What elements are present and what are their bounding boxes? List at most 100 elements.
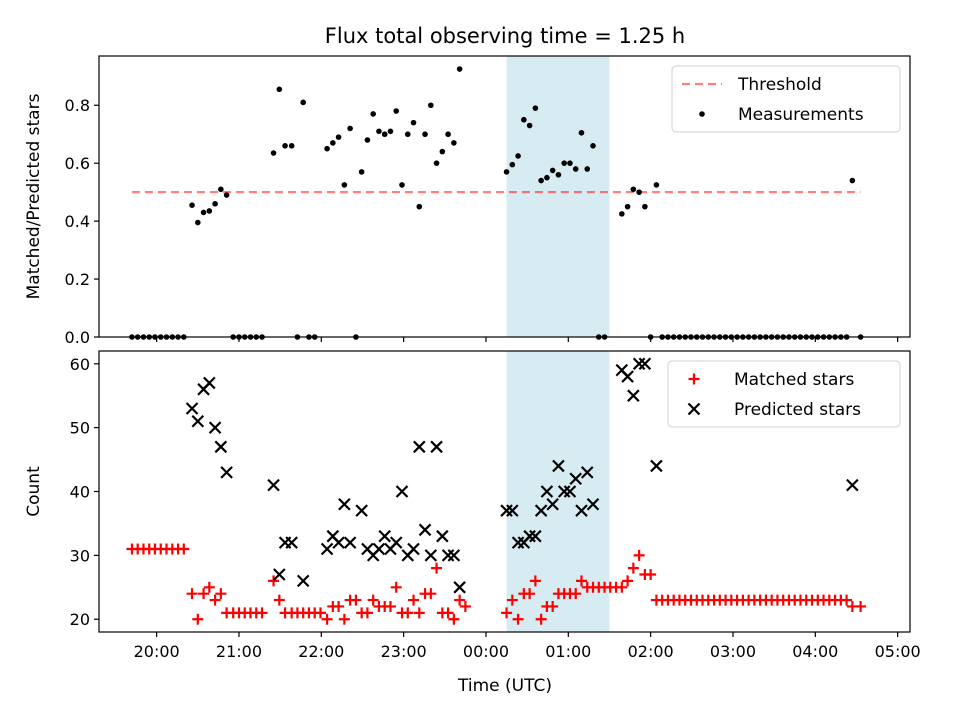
y-tick-label: 20 bbox=[70, 610, 90, 629]
x-tick-label: 23:00 bbox=[381, 642, 427, 661]
data-point bbox=[370, 111, 376, 117]
data-point bbox=[333, 600, 345, 612]
data-point bbox=[555, 171, 562, 178]
data-point bbox=[178, 543, 190, 555]
data-point bbox=[459, 600, 471, 612]
y-tick-label: 30 bbox=[70, 546, 90, 565]
data-point bbox=[408, 594, 420, 606]
data-point bbox=[503, 169, 510, 175]
data-point bbox=[338, 613, 350, 625]
data-point bbox=[393, 108, 400, 114]
data-point bbox=[267, 478, 280, 492]
data-point bbox=[621, 370, 634, 383]
data-point bbox=[428, 102, 434, 109]
x-tick-label: 00:00 bbox=[463, 642, 509, 661]
data-point bbox=[506, 504, 519, 517]
x-tick-label: 21:00 bbox=[216, 642, 262, 661]
data-point bbox=[544, 174, 550, 181]
data-point bbox=[650, 459, 663, 473]
y-tick-label: 40 bbox=[70, 483, 90, 502]
y-tick-label: 50 bbox=[70, 419, 90, 438]
data-point bbox=[506, 594, 518, 606]
data-point bbox=[416, 203, 423, 210]
data-point bbox=[276, 86, 283, 93]
data-point bbox=[324, 145, 330, 152]
data-point bbox=[846, 478, 859, 492]
data-point bbox=[638, 357, 652, 371]
data-point bbox=[215, 588, 227, 600]
data-point bbox=[632, 357, 646, 371]
data-point bbox=[208, 421, 222, 434]
data-point bbox=[200, 209, 207, 216]
legend-label: Measurements bbox=[738, 105, 864, 125]
data-point bbox=[515, 153, 521, 159]
data-point bbox=[192, 613, 204, 625]
legend-box bbox=[667, 360, 901, 428]
data-point bbox=[413, 607, 425, 619]
data-point bbox=[454, 594, 466, 606]
y-tick-label: 0.6 bbox=[65, 154, 90, 173]
data-point bbox=[624, 203, 631, 210]
data-point bbox=[285, 536, 298, 549]
data-point bbox=[586, 497, 600, 511]
data-point bbox=[529, 529, 542, 543]
data-point bbox=[332, 536, 345, 549]
data-point bbox=[535, 613, 547, 625]
y-tick-label: 60 bbox=[70, 355, 90, 374]
data-point bbox=[453, 581, 466, 594]
data-point bbox=[330, 140, 336, 146]
data-point bbox=[633, 549, 645, 561]
data-point bbox=[381, 131, 388, 138]
data-point bbox=[546, 497, 559, 511]
x-tick-label: 22:00 bbox=[298, 642, 344, 661]
data-point bbox=[288, 143, 295, 149]
x-tick-label: 03:00 bbox=[710, 642, 756, 661]
data-point bbox=[410, 119, 417, 126]
data-point bbox=[314, 607, 326, 619]
data-point bbox=[512, 613, 524, 625]
data-point bbox=[456, 66, 463, 72]
data-point bbox=[549, 167, 556, 174]
data-point bbox=[447, 549, 461, 562]
data-point bbox=[511, 536, 525, 549]
data-point bbox=[616, 581, 628, 593]
data-point bbox=[418, 523, 432, 537]
data-point bbox=[347, 125, 353, 132]
legend-label: Threshold bbox=[737, 75, 822, 95]
data-point bbox=[534, 504, 548, 517]
series-predicted-stars bbox=[185, 357, 859, 594]
data-point bbox=[441, 549, 455, 562]
data-point bbox=[642, 203, 648, 210]
data-point bbox=[590, 143, 596, 149]
data-point bbox=[384, 600, 396, 612]
data-point bbox=[343, 536, 357, 549]
data-point bbox=[402, 607, 414, 619]
legend-swatch bbox=[687, 402, 701, 416]
data-point bbox=[350, 594, 362, 606]
data-point bbox=[841, 594, 853, 606]
data-point bbox=[220, 466, 233, 479]
data-point bbox=[529, 575, 541, 587]
data-point bbox=[540, 485, 554, 498]
data-point bbox=[367, 594, 379, 606]
data-point bbox=[395, 485, 409, 498]
x-tick-label: 20:00 bbox=[134, 642, 180, 661]
data-point bbox=[206, 208, 213, 214]
data-point bbox=[578, 129, 585, 136]
data-point bbox=[191, 414, 205, 428]
data-point bbox=[849, 177, 856, 184]
data-point bbox=[399, 182, 405, 188]
data-point bbox=[569, 472, 582, 486]
data-point bbox=[431, 562, 443, 574]
data-point bbox=[387, 128, 394, 135]
data-point bbox=[448, 613, 460, 625]
data-point bbox=[653, 182, 660, 188]
data-point bbox=[413, 440, 426, 454]
data-point bbox=[195, 219, 201, 226]
data-point bbox=[223, 192, 230, 198]
data-point bbox=[526, 122, 533, 129]
data-point bbox=[186, 588, 198, 600]
legend-box bbox=[671, 65, 901, 133]
legend-swatch bbox=[699, 111, 705, 117]
